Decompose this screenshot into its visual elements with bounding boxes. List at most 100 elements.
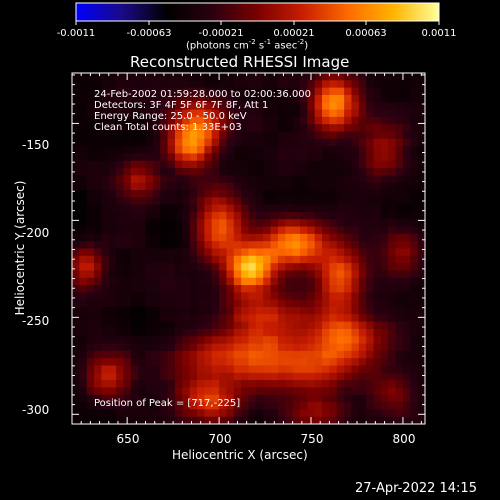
heatmap-cell [138, 233, 147, 242]
heatmap-cell [226, 255, 235, 264]
heatmap-cell [322, 219, 330, 228]
heatmap-cell [204, 277, 213, 286]
heatmap-cell [373, 394, 382, 403]
heatmap-cell [72, 328, 80, 337]
heatmap-cell [248, 124, 257, 132]
heatmap-cell [307, 168, 316, 176]
heatmap-cell [174, 87, 183, 96]
heatmap-cell [108, 387, 117, 396]
heatmap-cell [263, 73, 272, 81]
heatmap-cell [388, 204, 397, 213]
heatmap-cell [72, 380, 80, 388]
heatmap-cell [79, 336, 88, 345]
heatmap-cell [152, 387, 161, 396]
heatmap-cell [388, 146, 397, 154]
heatmap-cell [307, 343, 316, 352]
heatmap-cell [263, 263, 272, 271]
heatmap-cell [277, 124, 286, 132]
heatmap-cell [116, 124, 124, 132]
heatmap-cell [402, 299, 411, 308]
heatmap-cell [79, 182, 88, 191]
heatmap-cell [219, 146, 227, 154]
plot-frame [71, 72, 426, 425]
heatmap-cell [270, 343, 279, 352]
heatmap-cell [270, 138, 279, 147]
heatmap-cell [130, 387, 139, 396]
heatmap-cell [219, 211, 227, 220]
heatmap-cell [204, 204, 213, 213]
heatmap-cell [182, 358, 191, 366]
heatmap-cell [94, 336, 102, 345]
heatmap-cell [174, 160, 183, 169]
heatmap-cell [182, 343, 191, 352]
heatmap-cell [292, 380, 301, 388]
heatmap-cell [292, 175, 301, 184]
heatmap-cell [270, 402, 279, 410]
heatmap-cell [336, 226, 345, 235]
heatmap-cell [101, 226, 110, 235]
heatmap-cell [233, 292, 242, 301]
heatmap-cell [270, 241, 279, 249]
heatmap-cell [145, 270, 154, 279]
heatmap-cell [241, 350, 249, 359]
heatmap-cell [285, 336, 294, 345]
heatmap-cell [189, 270, 198, 279]
heatmap-cell [152, 226, 161, 235]
heatmap-cell [395, 350, 404, 359]
heatmap-cell [72, 211, 80, 220]
heatmap-cell [270, 380, 279, 388]
heatmap-cell [123, 124, 132, 132]
heatmap-cell [292, 307, 301, 315]
heatmap-cell [226, 204, 235, 213]
heatmap-cell [174, 168, 183, 176]
heatmap-cell [160, 255, 169, 264]
heatmap-cell [351, 241, 360, 249]
colorbar-tick-label: -0.00021 [198, 28, 244, 39]
heatmap-cell [233, 160, 242, 169]
heatmap-cell [336, 299, 345, 308]
heatmap-cell [167, 307, 176, 315]
heatmap-cell [248, 80, 257, 89]
heatmap-cell [255, 321, 264, 330]
heatmap-cell [108, 116, 117, 125]
heatmap-cell [336, 409, 345, 418]
heatmap-cell [160, 263, 169, 271]
heatmap-cell [101, 343, 110, 352]
heatmap-cell [116, 160, 124, 169]
heatmap-cell [226, 365, 235, 374]
heatmap-cell [248, 211, 257, 220]
heatmap-cell [108, 241, 117, 249]
heatmap-cell [182, 321, 191, 330]
heatmap-cell [219, 138, 227, 147]
heatmap-cell [285, 219, 294, 228]
heatmap-cell [373, 131, 382, 140]
heatmap-cell [72, 292, 80, 301]
heatmap-cell [255, 270, 264, 279]
heatmap-cell [299, 314, 308, 323]
heatmap-cell [138, 270, 147, 279]
heatmap-cell [211, 248, 220, 257]
heatmap-cell [219, 321, 227, 330]
heatmap-cell [307, 402, 316, 410]
heatmap-cell [366, 146, 375, 154]
heatmap-cell [138, 343, 147, 352]
heatmap-cell [292, 94, 301, 103]
heatmap-cell [402, 321, 411, 330]
heatmap-cell [123, 307, 132, 315]
heatmap-cell [351, 394, 360, 403]
heatmap-cell [226, 387, 235, 396]
heatmap-cell [292, 153, 301, 162]
heatmap-cell [366, 372, 375, 381]
heatmap-cell [182, 233, 191, 242]
heatmap-cell [388, 255, 397, 264]
heatmap-cell [344, 175, 352, 184]
heatmap-cell [285, 153, 294, 162]
heatmap-cell [167, 255, 176, 264]
heatmap-cell [167, 219, 176, 228]
heatmap-cell [270, 102, 279, 111]
heatmap-cell [329, 307, 338, 315]
heatmap-cell [130, 226, 139, 235]
heatmap-cell [336, 270, 345, 279]
heatmap-cell [263, 248, 272, 257]
heatmap-cell [329, 409, 338, 418]
